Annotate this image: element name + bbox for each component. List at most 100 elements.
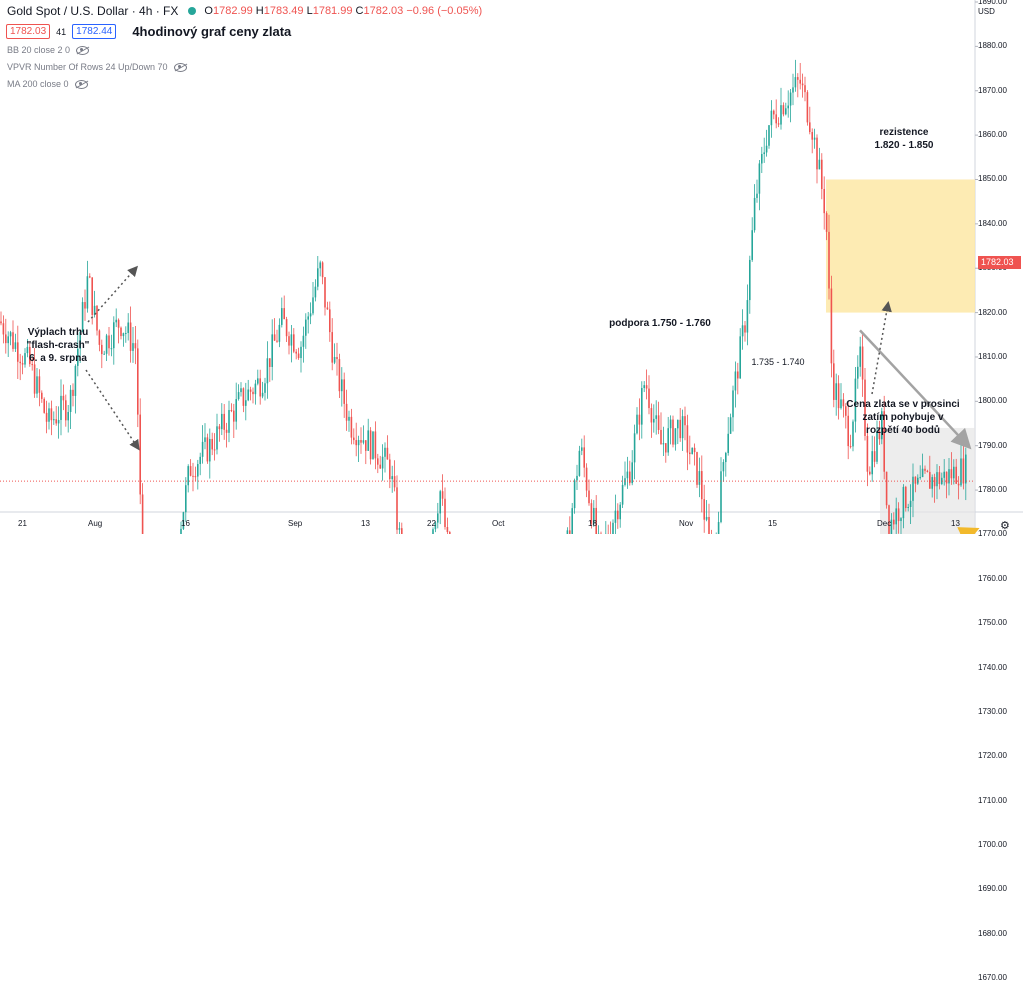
candle-body xyxy=(612,523,614,534)
candle-body xyxy=(907,507,909,508)
candle xyxy=(766,130,768,157)
candle-body xyxy=(36,376,38,393)
candle-body xyxy=(581,447,583,450)
candle xyxy=(646,370,648,400)
time-tick-label: 18 xyxy=(588,519,597,528)
candle xyxy=(874,436,876,467)
candle-body xyxy=(211,439,213,449)
candle xyxy=(723,459,725,482)
candle xyxy=(259,370,261,405)
candle-body xyxy=(651,408,653,422)
symbol-title[interactable]: Gold Spot / U.S. Dollar · 4h · FX xyxy=(7,4,178,18)
candle xyxy=(583,435,585,477)
candle xyxy=(298,348,300,360)
candle xyxy=(627,457,629,489)
price-tick-label: 1780.00 xyxy=(978,485,1007,494)
candle-body xyxy=(377,458,379,464)
candle xyxy=(862,333,864,396)
candle xyxy=(615,495,617,534)
candle xyxy=(295,349,297,359)
candle xyxy=(675,428,677,451)
candle xyxy=(279,318,281,347)
buy-price-button[interactable]: 1782.44 xyxy=(72,24,116,39)
candle xyxy=(315,279,317,301)
candle xyxy=(223,404,225,440)
candle xyxy=(103,351,105,355)
candle xyxy=(58,406,60,438)
candle-body xyxy=(130,322,132,350)
candle xyxy=(691,447,693,454)
currency-selector[interactable]: USD xyxy=(978,7,995,16)
candle-body xyxy=(634,433,636,462)
chart-title: 4hodinový graf ceny zlata xyxy=(132,24,291,39)
indicator-bb[interactable]: BB 20 close 2 0 xyxy=(7,45,89,55)
candle-body xyxy=(271,334,273,367)
candle-body xyxy=(658,415,660,430)
candle xyxy=(130,307,132,363)
candle xyxy=(739,328,741,379)
candle xyxy=(790,89,792,122)
eye-hidden-icon[interactable] xyxy=(75,80,88,89)
candle-body xyxy=(10,332,12,336)
candle xyxy=(778,117,780,127)
candle xyxy=(365,440,367,464)
candle xyxy=(749,256,751,314)
time-tick-label: 13 xyxy=(951,519,960,528)
candle xyxy=(250,387,252,401)
flash-crash-label: Výplach trhu"flash-crash"6. a 9. srpna xyxy=(18,326,98,365)
candle xyxy=(111,335,113,357)
candle xyxy=(329,302,331,342)
candle xyxy=(36,368,38,398)
gear-icon[interactable]: ⚙ xyxy=(1000,519,1010,532)
candle xyxy=(699,458,701,498)
candle xyxy=(135,326,137,364)
candle xyxy=(689,436,691,465)
candle-body xyxy=(931,477,933,489)
candle-body xyxy=(365,440,367,451)
price-chart[interactable] xyxy=(0,0,1023,534)
candle-body xyxy=(283,308,285,319)
candle-body xyxy=(384,448,386,457)
candle xyxy=(235,383,237,430)
price-tick-label: 1880.00 xyxy=(978,41,1007,50)
candle-body xyxy=(915,477,917,484)
candle xyxy=(132,327,134,363)
candle-body xyxy=(89,276,91,277)
candle-body xyxy=(627,472,629,479)
candle-body xyxy=(814,138,816,140)
candle xyxy=(747,284,749,345)
candle xyxy=(72,383,74,406)
candle xyxy=(211,433,213,455)
candle-body xyxy=(706,517,708,520)
eye-hidden-icon[interactable] xyxy=(76,46,89,55)
spread-value: 41 xyxy=(56,27,66,37)
candle-body xyxy=(307,316,309,319)
price-tick-label: 1870.00 xyxy=(978,86,1007,95)
candle xyxy=(773,110,775,120)
candle xyxy=(89,273,91,278)
candle xyxy=(293,328,295,353)
sell-price-button[interactable]: 1782.03 xyxy=(6,24,50,39)
candle-body xyxy=(399,528,401,530)
candle-body xyxy=(761,154,763,163)
candle xyxy=(274,318,276,341)
eye-hidden-icon[interactable] xyxy=(174,63,187,72)
candle-body xyxy=(718,522,720,534)
chart-header: Gold Spot / U.S. Dollar · 4h · FX O1782.… xyxy=(7,4,482,18)
lower-zone-label: 1.735 - 1.740 xyxy=(735,356,821,369)
candle-body xyxy=(955,467,957,484)
candle xyxy=(711,530,713,534)
candle-body xyxy=(240,388,242,392)
candle-body xyxy=(790,93,792,106)
indicator-ma[interactable]: MA 200 close 0 xyxy=(7,79,88,89)
candle xyxy=(588,480,590,506)
indicator-vpvr[interactable]: VPVR Number Of Rows 24 Up/Down 70 xyxy=(7,62,187,72)
price-tick-label: 1730.00 xyxy=(978,707,1007,716)
candle xyxy=(353,428,355,444)
candle xyxy=(360,427,362,454)
candle xyxy=(574,479,576,514)
price-tick-label: 1710.00 xyxy=(978,796,1007,805)
candle-body xyxy=(684,416,686,425)
candle-body xyxy=(903,487,905,518)
ohlc-readout: O1782.99 H1783.49 L1781.99 C1782.03 −0.9… xyxy=(204,5,482,17)
